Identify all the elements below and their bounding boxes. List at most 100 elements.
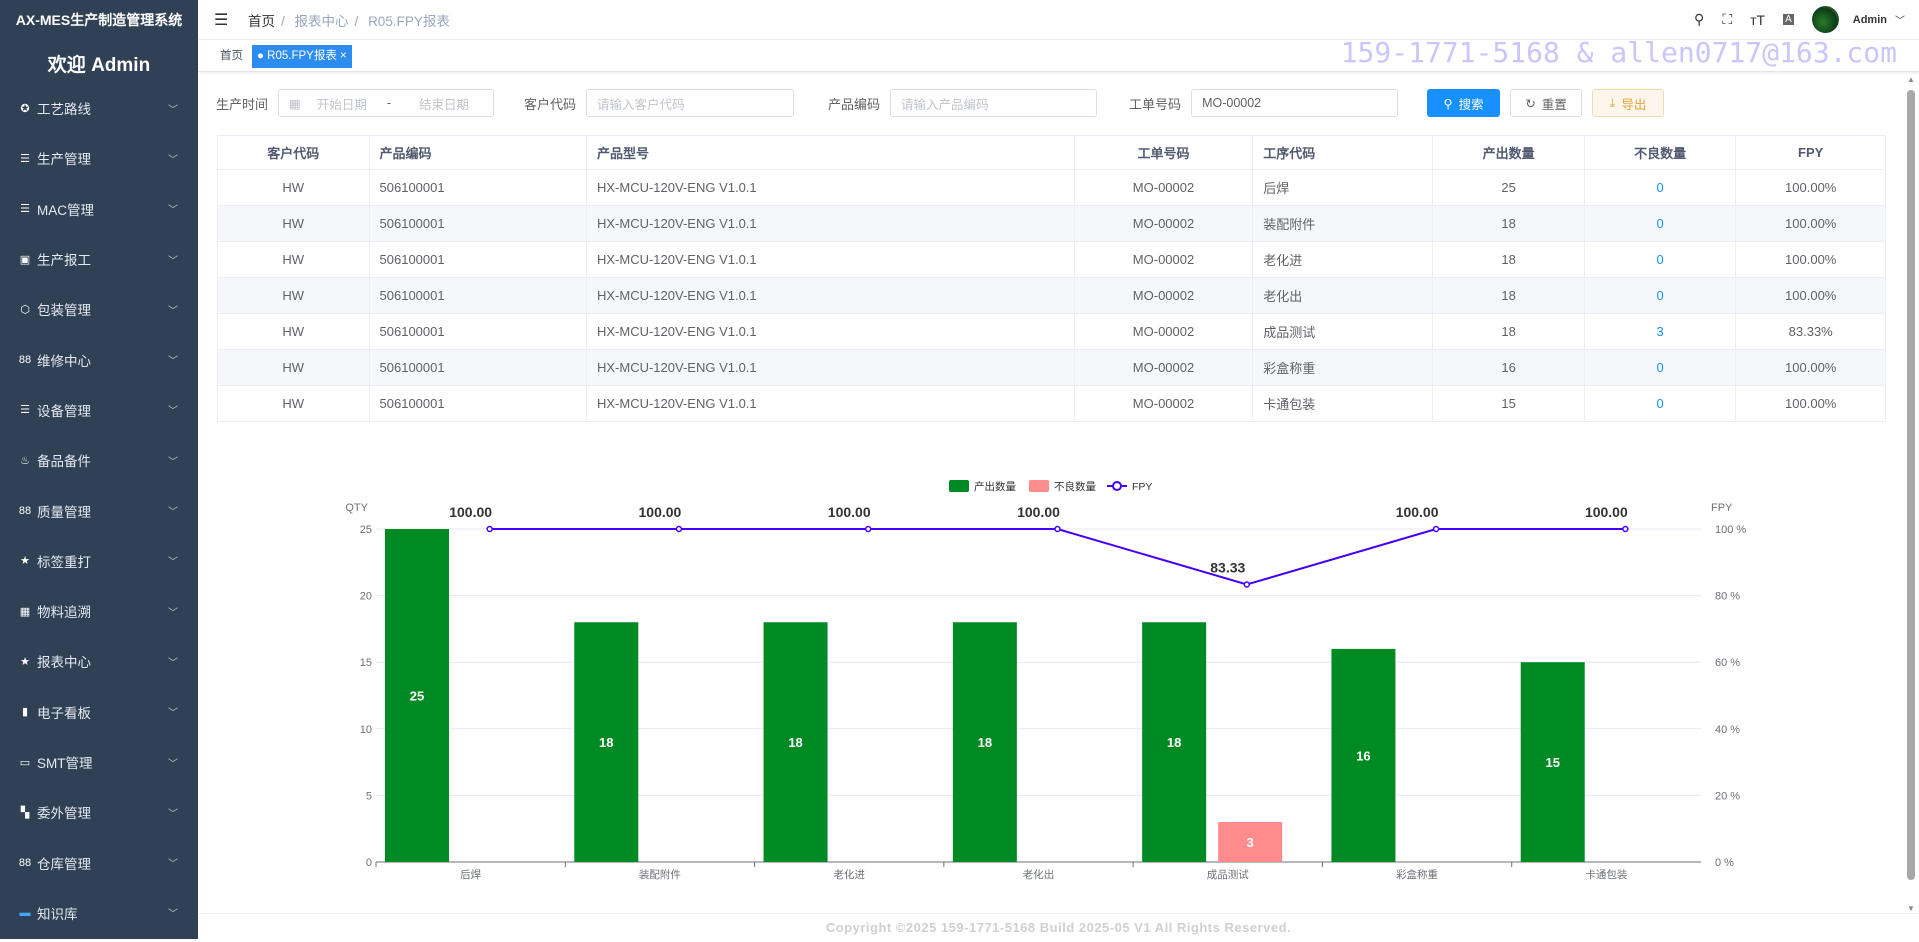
- sidebar-item[interactable]: ♨ 备品备件 ﹀: [0, 435, 198, 485]
- footer: Copyright ©2025 159-1771-5168 Build 2025…: [198, 913, 1919, 939]
- export-button[interactable]: ⤓ 导出: [1592, 89, 1665, 117]
- chevron-down-icon: ﹀: [168, 859, 178, 871]
- sidebar-item[interactable]: ▣ 生产报工 ﹀: [0, 234, 198, 284]
- customer-input[interactable]: 请输入客户代码: [586, 89, 795, 117]
- table-cell: 后焊: [1252, 169, 1434, 206]
- table-cell[interactable]: 0: [1584, 349, 1737, 386]
- grid-icon: 88: [18, 504, 32, 517]
- table-cell: 18: [1432, 205, 1585, 242]
- chevron-down-icon[interactable]: ﹀: [1895, 16, 1905, 27]
- screen-icon: ▬: [19, 906, 31, 919]
- sidebar-item[interactable]: ☰ 生产管理 ﹀: [0, 133, 198, 183]
- bar-output: [763, 622, 828, 862]
- search-icon[interactable]: ⚲: [1694, 11, 1705, 27]
- column-header: 产品型号: [586, 135, 1075, 170]
- table-cell[interactable]: 0: [1584, 169, 1737, 206]
- sidebar-item[interactable]: ★ 标签重打 ﹀: [0, 536, 198, 586]
- x-tick-label: 后焊: [460, 869, 481, 881]
- table-cell: HW: [217, 241, 370, 278]
- date-range-picker[interactable]: ▦ 开始日期 - 结束日期: [278, 89, 495, 117]
- table-cell: 83.33%: [1735, 313, 1886, 350]
- sidebar-item[interactable]: 88 仓库管理 ﹀: [0, 837, 198, 887]
- bar-output: [1331, 648, 1396, 862]
- table-cell: 100.00%: [1735, 277, 1886, 314]
- sidebar-item[interactable]: ☰ 设备管理 ﹀: [0, 385, 198, 435]
- tag-fpy-report[interactable]: ● R05.FPY报表 ×: [252, 45, 352, 68]
- table-cell: 100.00%: [1735, 169, 1886, 206]
- font-size-icon[interactable]: ᴛT: [1750, 11, 1766, 28]
- sidebar-item[interactable]: 88 质量管理 ﹀: [0, 485, 198, 535]
- y-axis-label: QTY: [345, 502, 368, 514]
- table-cell: MO-00002: [1074, 385, 1254, 422]
- star-icon: ★: [20, 655, 30, 668]
- sidebar-item-label: 生产管理: [37, 152, 91, 168]
- sidebar-item[interactable]: 88 维修中心 ﹀: [0, 334, 198, 384]
- x-tick-label: 老化进: [833, 868, 865, 881]
- export-label: 导出: [1621, 97, 1647, 112]
- breadcrumb-home[interactable]: 首页: [248, 13, 275, 29]
- legend-label: 不良数量: [1054, 480, 1096, 493]
- order-input[interactable]: MO-00002: [1191, 89, 1399, 117]
- sidebar-item[interactable]: ▭ SMT管理 ﹀: [0, 737, 198, 787]
- avatar[interactable]: [1811, 6, 1839, 33]
- product-input[interactable]: 请输入产品编码: [890, 89, 1098, 117]
- menu-toggle-icon[interactable]: ☰: [214, 11, 229, 29]
- scrollbar[interactable]: ▲ ▼: [1907, 75, 1915, 913]
- table-row: HW 506100001 HX-MCU-120V-ENG V1.0.1 MO-0000…: [217, 277, 1886, 314]
- customer-label: 客户代码: [524, 96, 577, 112]
- table-cell: 506100001: [369, 205, 587, 242]
- y-tick-label: 15: [360, 657, 372, 669]
- chevron-down-icon: ﹀: [168, 607, 178, 619]
- fpy-point: [864, 525, 872, 533]
- chevron-down-icon: ﹀: [168, 104, 178, 116]
- search-button[interactable]: ⚲ 搜索: [1427, 89, 1501, 117]
- sidebar-item-label: 包装管理: [37, 303, 91, 319]
- close-icon[interactable]: ×: [340, 50, 347, 62]
- sidebar-item[interactable]: ⬡ 包装管理 ﹀: [0, 284, 198, 334]
- column-header: 产品编码: [369, 135, 587, 170]
- table-cell: 506100001: [369, 385, 587, 422]
- language-icon[interactable]: A: [1783, 14, 1794, 25]
- fpy-label: 100.00: [1585, 504, 1628, 520]
- user-name[interactable]: Admin: [1852, 13, 1887, 26]
- table-cell[interactable]: 0: [1584, 241, 1737, 278]
- sidebar-item[interactable]: ▮ 电子看板 ﹀: [0, 687, 198, 737]
- chevron-down-icon: ﹀: [168, 305, 178, 317]
- end-date-input[interactable]: 结束日期: [419, 97, 470, 112]
- fullscreen-icon[interactable]: ⛶: [1722, 11, 1733, 27]
- chevron-down-icon: ﹀: [168, 255, 178, 267]
- start-date-input[interactable]: 开始日期: [316, 97, 367, 112]
- fpy-point: [1243, 581, 1251, 588]
- table-cell: 506100001: [369, 241, 587, 278]
- breadcrumb: 首页 / 报表中心 / R05.FPY报表: [248, 13, 450, 29]
- y2-tick-label: 100 %: [1715, 524, 1746, 536]
- y-tick-label: 5: [366, 790, 372, 802]
- scrollbar-thumb[interactable]: [1907, 90, 1915, 880]
- table-cell: MO-00002: [1074, 349, 1254, 386]
- table-cell[interactable]: 0: [1584, 385, 1737, 422]
- sidebar-item[interactable]: ✪ 工艺路线 ﹀: [0, 83, 198, 133]
- sidebar-item[interactable]: ▦ 物料追溯 ﹀: [0, 586, 198, 636]
- sidebar-item-label: 工艺路线: [37, 102, 91, 118]
- sidebar-item-label: 电子看板: [37, 705, 91, 721]
- sidebar-item[interactable]: ▬ 知识库 ﹀: [0, 888, 198, 938]
- table-cell: MO-00002: [1074, 277, 1254, 314]
- reset-button[interactable]: ↻ 重置: [1510, 89, 1583, 117]
- table-cell[interactable]: 0: [1584, 277, 1737, 314]
- filter-bar: 生产时间 ▦ 开始日期 - 结束日期 客户代码 请输入客户代码 产品编码 请输入…: [216, 89, 1665, 117]
- sidebar-item[interactable]: ★ 报表中心 ﹀: [0, 636, 198, 686]
- sidebar-item-label: 标签重打: [37, 554, 91, 570]
- table-cell: 18: [1432, 313, 1585, 350]
- table-cell[interactable]: 3: [1584, 313, 1737, 350]
- breadcrumb-report-center: 报表中心: [294, 13, 349, 29]
- table-cell: HX-MCU-120V-ENG V1.0.1: [586, 169, 1075, 206]
- table-cell: 卡通包装: [1252, 385, 1434, 422]
- sidebar-item[interactable]: ☰ MAC管理 ﹀: [0, 184, 198, 234]
- table-cell[interactable]: 0: [1584, 205, 1737, 242]
- table-cell: HW: [217, 313, 370, 350]
- tags-view: 首页 ● R05.FPY报表 ×: [198, 40, 1919, 72]
- table-row: HW 506100001 HX-MCU-120V-ENG V1.0.1 MO-0000…: [217, 385, 1886, 422]
- table-cell: 100.00%: [1735, 385, 1886, 422]
- tag-home[interactable]: 首页: [220, 50, 243, 62]
- sidebar-item[interactable]: ▚ 委外管理 ﹀: [0, 787, 198, 837]
